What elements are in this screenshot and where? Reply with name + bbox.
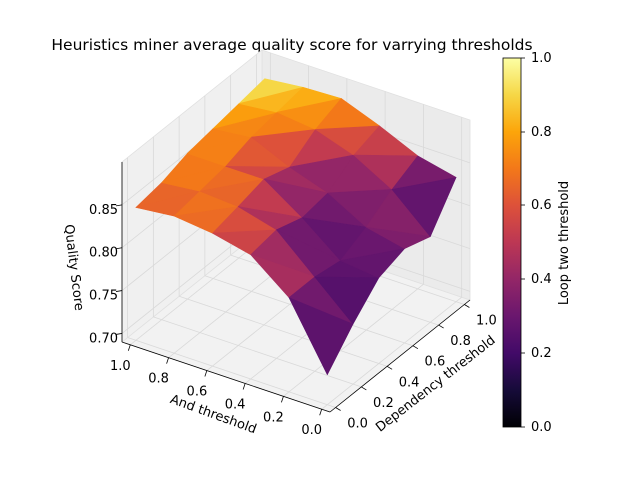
surface-facet: [288, 297, 354, 376]
z-tick-label: 0.70: [89, 331, 118, 346]
y-tick-label: 1.0: [110, 359, 131, 374]
z-tick-label: 0.80: [89, 246, 118, 261]
colorbar: 0.0 0.2 0.4 0.6 0.8 1.0 Loop two thresho…: [502, 51, 572, 435]
y-tick-labels: 0.0 0.2 0.4 0.6 0.8 1.0: [110, 359, 322, 438]
surface-plot: [135, 78, 457, 376]
y-tick-mark: [319, 409, 323, 416]
colorbar-tick-label: 1.0: [531, 51, 552, 66]
colorbar-tick-label: 0.0: [531, 420, 552, 435]
y-tick-mark: [127, 344, 131, 351]
y-tick-label: 0.8: [148, 372, 169, 387]
grid-line: [178, 295, 388, 367]
x-tick-mark: [361, 386, 367, 391]
z-tick-mark: [115, 290, 123, 292]
surface-facet: [314, 276, 380, 325]
colorbar-gradient: [502, 57, 522, 428]
grid-line: [153, 316, 362, 388]
x-tick-mark: [464, 304, 470, 308]
x-tick-label: 0.4: [399, 375, 420, 390]
y-tick-mark: [242, 383, 246, 390]
y-tick-mark: [204, 370, 208, 377]
grid-line: [127, 337, 336, 408]
axis-lines: [115, 162, 471, 416]
z-tick-label: 0.75: [89, 289, 118, 304]
surface-facet: [365, 226, 431, 249]
chart-title: Heuristics miner average quality score f…: [51, 36, 532, 54]
x-tick-label: 0.8: [450, 334, 471, 349]
colorbar-tick-label: 0.6: [531, 198, 552, 213]
x-tick-mark: [386, 365, 393, 370]
z-tick-labels: 0.70 0.75 0.80 0.85: [89, 203, 118, 347]
z-tick-mark: [115, 333, 123, 335]
x-tick-mark: [335, 407, 341, 411]
surface-facet: [391, 177, 457, 237]
surface-facet: [340, 248, 405, 279]
z-tick-mark: [115, 204, 123, 207]
y-tick-label: 0.2: [263, 410, 284, 425]
x-tick-mark: [412, 345, 419, 350]
colorbar-label: Loop two threshold: [557, 181, 572, 305]
x-tick-label: 0.6: [425, 355, 446, 370]
colorbar-tick-marks: [521, 57, 525, 428]
x-tick-label: 0.0: [347, 417, 368, 432]
colorbar-tick-label: 0.4: [531, 272, 552, 287]
x-tick-labels: 0.0 0.2 0.4 0.6 0.8 1.0: [347, 314, 496, 432]
colorbar-tick-labels: 0.0 0.2 0.4 0.6 0.8 1.0: [531, 51, 552, 435]
grid-line: [321, 296, 462, 410]
grid-line: [283, 284, 424, 397]
x-axis-line: [329, 299, 471, 413]
x-tick-label: 0.2: [373, 396, 394, 411]
z-tick-mark: [115, 247, 123, 250]
x-tick-mark: [438, 324, 444, 329]
x-tick-label: 1.0: [476, 314, 497, 329]
z-axis-label: Quality Score: [61, 223, 86, 311]
y-tick-label: 0.0: [301, 423, 322, 438]
colorbar-tick-label: 0.2: [531, 346, 552, 361]
y-tick-label: 0.6: [187, 385, 208, 400]
y-axis-line: [121, 341, 331, 413]
y-tick-mark: [281, 396, 284, 403]
colorbar-tick-label: 0.8: [531, 125, 552, 140]
y-tick-label: 0.4: [225, 397, 246, 412]
y-tick-mark: [166, 357, 169, 364]
z-tick-label: 0.85: [89, 203, 118, 218]
